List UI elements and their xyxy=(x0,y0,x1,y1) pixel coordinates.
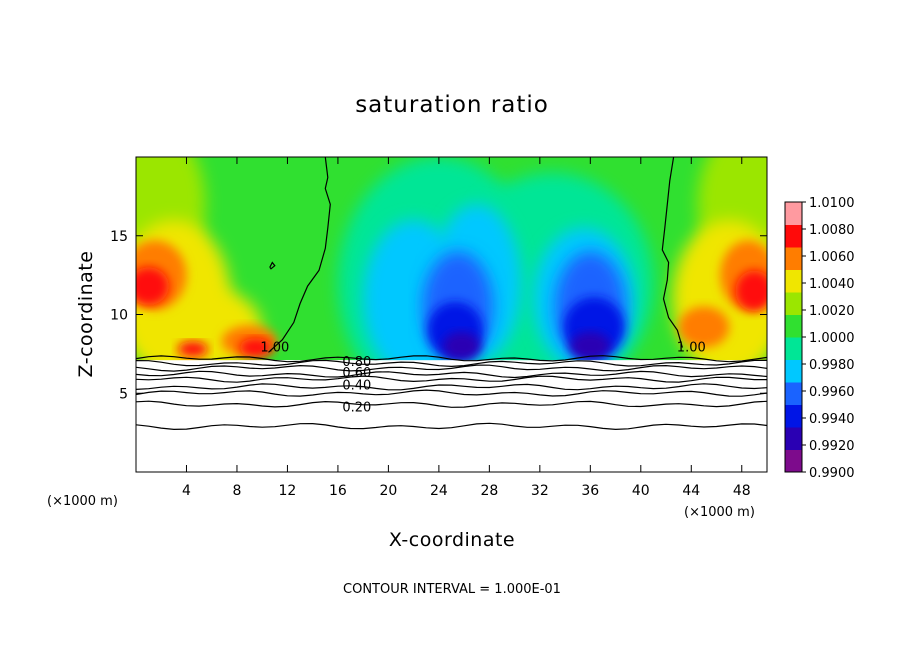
colorbar-tick-label: 1.0020 xyxy=(809,304,855,319)
contour-below-cloud xyxy=(136,355,767,363)
colorbar-bands xyxy=(785,202,802,473)
colorbar-band xyxy=(785,292,802,315)
contour-1-00-right xyxy=(661,157,683,348)
colorbar-tick-label: 1.0060 xyxy=(809,250,855,265)
colorbar-band xyxy=(785,427,802,450)
contour-below-cloud xyxy=(136,383,767,391)
x-unit-note-left: (×1000 m) xyxy=(47,494,118,509)
x-tick-label: 24 xyxy=(430,483,448,499)
x-tick-label: 12 xyxy=(279,483,297,499)
contour-label: 1.00 xyxy=(677,341,706,356)
colorbar-tick-label: 0.9920 xyxy=(809,439,855,454)
field-blob xyxy=(239,338,273,358)
x-tick-label: 28 xyxy=(480,483,498,499)
contour-below-cloud xyxy=(136,364,767,372)
colorbar-tick-label: 1.0100 xyxy=(809,196,855,211)
colorbar: 1.0100 1.0080 1.0060 1.0040 1.0020 1.0000 0.99… xyxy=(784,196,855,481)
contour-1-00-left xyxy=(268,157,331,353)
contour-label: 0.40 xyxy=(342,378,371,393)
colorbar-tick-label: 0.9940 xyxy=(809,412,855,427)
colorbar-tick-label: 1.0040 xyxy=(809,277,855,292)
contour-labels: 1.00 1.00 0.800.600.40 0.20 xyxy=(260,341,705,416)
contour-below-cloud xyxy=(136,370,767,379)
x-tick-label: 48 xyxy=(733,483,751,499)
colorbar-band xyxy=(785,404,802,428)
plot-area xyxy=(136,157,767,472)
contour-below-cloud xyxy=(136,400,767,408)
x-tick-label: 16 xyxy=(329,483,347,499)
y-tick-label: 10 xyxy=(110,308,128,324)
colorbar-band xyxy=(785,382,802,405)
contour-interval-note: CONTOUR INTERVAL = 1.000E-01 xyxy=(343,582,561,597)
colorbar-tick-label: 1.0080 xyxy=(809,223,855,238)
colorbar-band xyxy=(785,247,802,270)
contour-below-cloud xyxy=(136,389,767,397)
contour-below-cloud xyxy=(136,422,767,431)
field-blob xyxy=(136,267,169,306)
below-cloud-region xyxy=(136,360,767,472)
x-tick-label: 44 xyxy=(682,483,700,499)
y-axis-label: Z-coordinate xyxy=(75,251,97,378)
contour-below-cloud xyxy=(136,375,767,383)
x-axis-label: X-coordinate xyxy=(389,529,515,551)
contour-label: 0.20 xyxy=(342,400,371,415)
colorbar-tick-label: 0.9900 xyxy=(809,466,855,481)
chart-title: saturation ratio xyxy=(355,92,549,118)
x-tick-label: 40 xyxy=(632,483,650,499)
contour-label: 0.60 xyxy=(342,366,371,381)
x-tick-label: 8 xyxy=(232,483,241,499)
colorbar-labels: 1.0100 1.0080 1.0060 1.0040 1.0020 1.0000 0.99… xyxy=(802,196,855,481)
colorbar-band xyxy=(785,202,802,225)
field-blob xyxy=(735,270,767,312)
colorbar-band xyxy=(785,359,802,383)
field-blob xyxy=(678,306,730,348)
contour-label: 1.00 xyxy=(260,341,289,356)
colorbar-tick-label: 0.9960 xyxy=(809,385,855,400)
contour-lines xyxy=(136,157,767,431)
field-blob xyxy=(177,341,208,358)
x-tick-label: 36 xyxy=(581,483,599,499)
colorbar-tick-label: 0.9980 xyxy=(809,358,855,373)
contour-label: 0.80 xyxy=(342,355,371,370)
colorbar-band xyxy=(785,314,802,338)
colorbar-tick-label: 1.0000 xyxy=(809,331,855,346)
colorbar-band xyxy=(785,337,802,360)
x-tick-label: 32 xyxy=(531,483,549,499)
x-tick-label: 4 xyxy=(182,483,191,499)
contour-below-cloud xyxy=(136,359,767,368)
field-blob xyxy=(570,331,611,361)
saturation-field xyxy=(136,157,767,472)
colorbar-band xyxy=(785,449,802,473)
y-tick-label: 15 xyxy=(110,229,128,245)
colorbar-band xyxy=(785,269,802,293)
x-tick-label: 20 xyxy=(379,483,397,499)
colorbar-band xyxy=(785,224,802,248)
contour-1-00-island xyxy=(269,261,276,270)
field-blob xyxy=(442,331,481,361)
y-tick-label: 5 xyxy=(119,386,128,402)
x-unit-note-right: (×1000 m) xyxy=(684,505,755,520)
